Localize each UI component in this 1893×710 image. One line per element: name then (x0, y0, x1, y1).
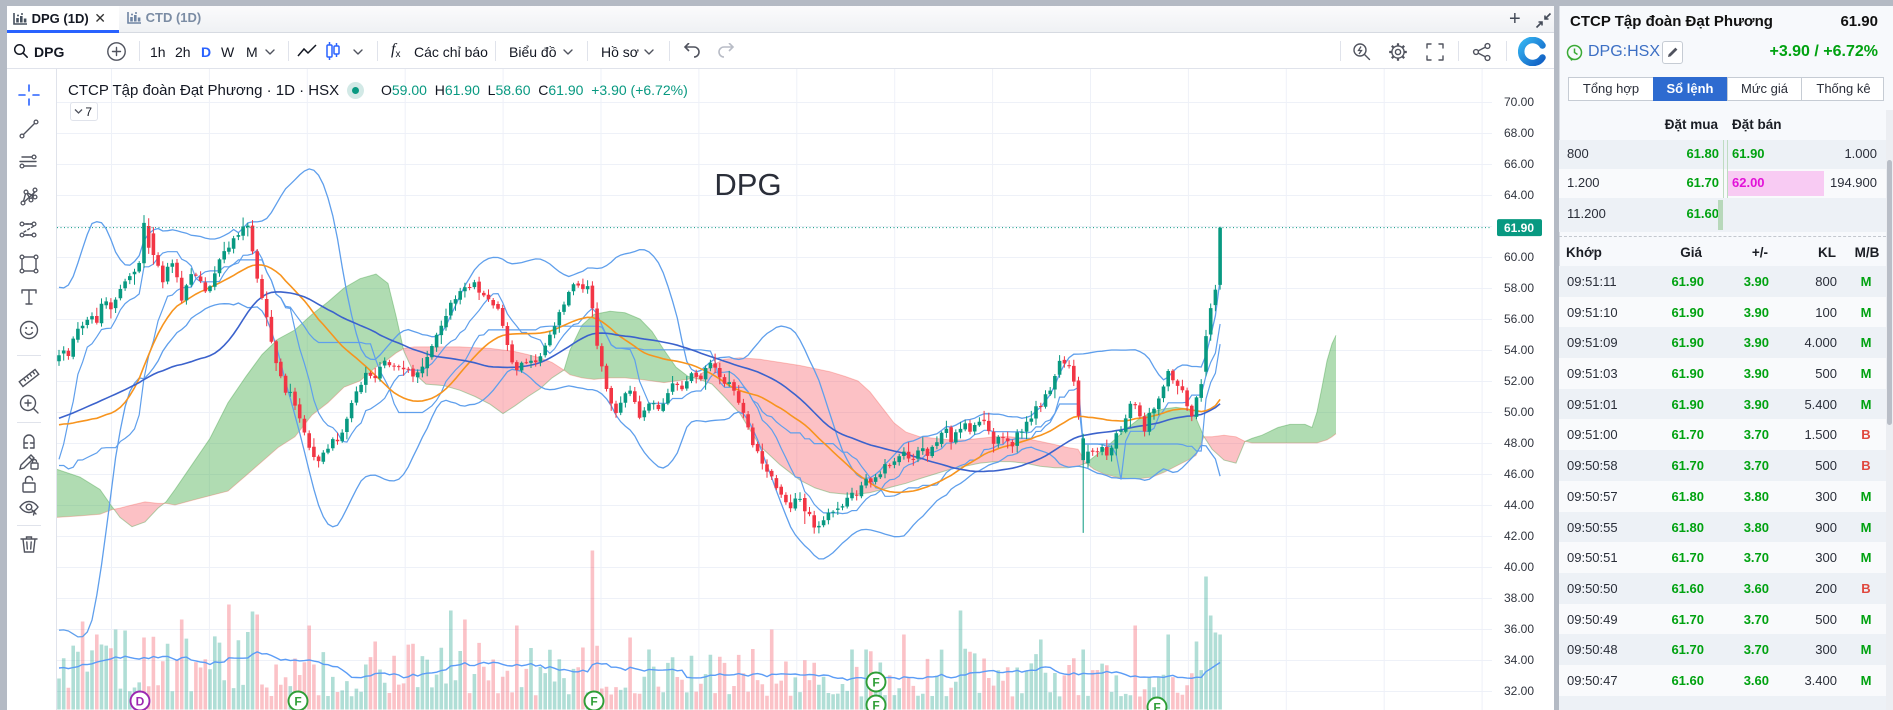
svg-text:38.00: 38.00 (1504, 591, 1534, 605)
svg-text:61.90: 61.90 (1504, 221, 1534, 235)
svg-text:42.00: 42.00 (1504, 529, 1534, 543)
svg-text:54.00: 54.00 (1504, 343, 1534, 357)
svg-text:56.00: 56.00 (1504, 312, 1534, 326)
svg-text:48.00: 48.00 (1504, 436, 1534, 450)
svg-text:36.00: 36.00 (1504, 622, 1534, 636)
svg-text:68.00: 68.00 (1504, 126, 1534, 140)
svg-text:34.00: 34.00 (1504, 653, 1534, 667)
svg-text:40.00: 40.00 (1504, 560, 1534, 574)
svg-text:52.00: 52.00 (1504, 374, 1534, 388)
svg-text:50.00: 50.00 (1504, 405, 1534, 419)
svg-text:58.00: 58.00 (1504, 281, 1534, 295)
svg-text:46.00: 46.00 (1504, 467, 1534, 481)
svg-text:F: F (872, 676, 879, 690)
svg-text:F: F (590, 695, 597, 709)
svg-text:F: F (1153, 701, 1160, 710)
svg-text:F: F (294, 695, 301, 709)
svg-text:60.00: 60.00 (1504, 250, 1534, 264)
svg-text:64.00: 64.00 (1504, 188, 1534, 202)
svg-text:44.00: 44.00 (1504, 498, 1534, 512)
svg-text:70.00: 70.00 (1504, 95, 1534, 109)
svg-text:D: D (136, 695, 145, 709)
svg-text:DPG: DPG (714, 167, 781, 202)
svg-text:66.00: 66.00 (1504, 157, 1534, 171)
svg-text:32.00: 32.00 (1504, 684, 1534, 698)
svg-text:F: F (872, 699, 879, 710)
